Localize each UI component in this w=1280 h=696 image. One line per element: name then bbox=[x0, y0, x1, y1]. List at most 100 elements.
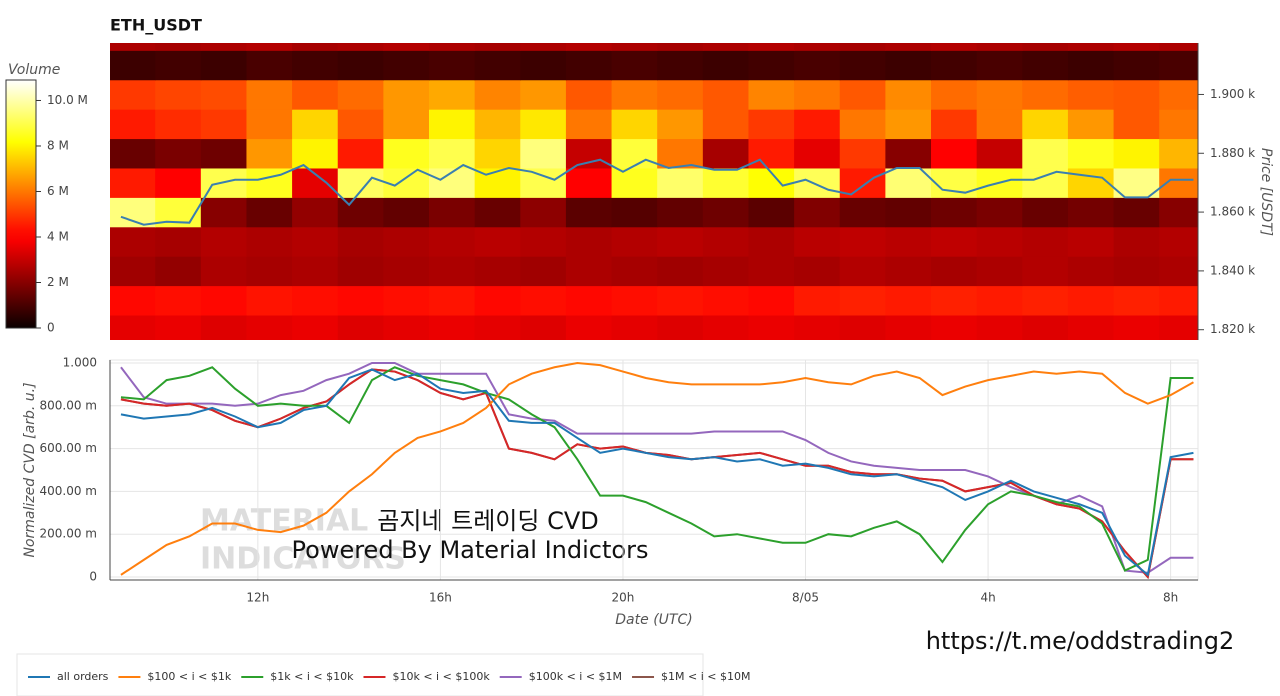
heatmap-cell bbox=[155, 50, 202, 81]
heatmap-cell bbox=[1113, 109, 1160, 140]
heatmap-cell bbox=[429, 109, 476, 140]
y-axis-title: Normalized CVD [arb. u.] bbox=[22, 382, 38, 557]
heatmap-cell bbox=[246, 197, 293, 228]
heatmap-cell bbox=[931, 256, 978, 287]
heatmap-cell bbox=[429, 197, 476, 228]
heatmap-cell bbox=[794, 197, 841, 228]
x-tick-label: 4h bbox=[980, 591, 995, 605]
heatmap-cell bbox=[474, 226, 521, 257]
colorbar-tick-label: 6 M bbox=[47, 184, 69, 198]
heatmap-cell bbox=[748, 256, 795, 287]
heatmap-cell bbox=[885, 43, 932, 51]
cvd-line bbox=[120, 361, 1194, 574]
cvd-line bbox=[120, 361, 1194, 576]
heatmap-cell bbox=[155, 285, 202, 316]
x-tick-label: 12h bbox=[246, 591, 269, 605]
heatmap-cell bbox=[748, 315, 795, 340]
heatmap-cell bbox=[383, 197, 430, 228]
heatmap-cell bbox=[1159, 256, 1198, 287]
heatmap-cell bbox=[383, 315, 430, 340]
heatmap-cell bbox=[1159, 50, 1198, 81]
heatmap-cell bbox=[702, 79, 749, 110]
y-tick-label: 200.00 m bbox=[40, 527, 98, 541]
heatmap-cell bbox=[885, 315, 932, 340]
heatmap-cell bbox=[246, 43, 293, 51]
heatmap-cell bbox=[337, 285, 384, 316]
heatmap-cell bbox=[702, 43, 749, 51]
heatmap-cell bbox=[337, 167, 384, 198]
colorbar-tick-label: 10.0 M bbox=[47, 93, 88, 107]
x-tick-label: 8h bbox=[1163, 591, 1178, 605]
heatmap-cell bbox=[885, 109, 932, 140]
heatmap-cell bbox=[702, 226, 749, 257]
heatmap-cell bbox=[748, 109, 795, 140]
watermark: INDICATORS bbox=[200, 542, 406, 577]
heatmap-cell bbox=[611, 315, 658, 340]
colorbar-title: Volume bbox=[8, 62, 60, 78]
heatmap-cell bbox=[110, 256, 156, 287]
heatmap-cell bbox=[931, 109, 978, 140]
y-tick-label: 600.00 m bbox=[40, 441, 98, 455]
heatmap-cell bbox=[520, 197, 567, 228]
cvd-line bbox=[120, 368, 1194, 580]
heatmap-cell bbox=[565, 138, 613, 169]
heatmap-cell bbox=[611, 79, 658, 110]
heatmap-cell bbox=[794, 109, 841, 140]
heatmap-cell bbox=[565, 167, 613, 198]
heatmap-cell bbox=[383, 79, 430, 110]
heatmap-cell bbox=[383, 138, 430, 169]
heatmap-cell bbox=[702, 167, 749, 198]
heatmap-cell bbox=[611, 50, 658, 81]
heatmap-cell bbox=[657, 43, 704, 51]
heatmap-cell bbox=[611, 197, 658, 228]
y-tick-label: 800.00 m bbox=[40, 398, 98, 412]
heatmap-cell bbox=[383, 226, 430, 257]
heatmap-cell bbox=[246, 256, 293, 287]
heatmap-cell bbox=[794, 256, 841, 287]
heatmap-cell bbox=[200, 50, 247, 81]
heatmap-cell bbox=[155, 167, 202, 198]
heatmap-cell bbox=[110, 79, 156, 110]
heatmap-cell bbox=[429, 285, 476, 316]
heatmap-cell bbox=[976, 138, 1023, 169]
heatmap-cell bbox=[110, 167, 156, 198]
heatmap-cell bbox=[246, 315, 293, 340]
y-tick-label: 1.860 k bbox=[1210, 205, 1255, 219]
heatmap-cell bbox=[200, 109, 247, 140]
legend-label: $1M < i < $10M bbox=[661, 670, 750, 683]
heatmap-cell bbox=[565, 226, 613, 257]
heatmap-cell bbox=[1067, 315, 1115, 340]
y-tick-label: 400.00 m bbox=[40, 484, 98, 498]
heatmap-cell bbox=[1159, 138, 1198, 169]
heatmap-cell bbox=[748, 285, 795, 316]
heatmap-cell bbox=[110, 226, 156, 257]
heatmap-cell bbox=[611, 109, 658, 140]
heatmap-cell bbox=[520, 315, 567, 340]
heatmap-cell bbox=[702, 138, 749, 169]
heatmap-cell bbox=[657, 285, 704, 316]
heatmap-cell bbox=[885, 79, 932, 110]
heatmap-cell bbox=[839, 50, 886, 81]
heatmap-cell bbox=[839, 79, 886, 110]
heatmap-cell bbox=[976, 109, 1023, 140]
heatmap-cell bbox=[383, 109, 430, 140]
heatmap-cell bbox=[337, 50, 384, 81]
heatmap-cell bbox=[1067, 138, 1115, 169]
heatmap-cell bbox=[839, 197, 886, 228]
heatmap-cell bbox=[976, 50, 1023, 81]
heatmap-cell bbox=[474, 197, 521, 228]
y-axis-title: Price [USDT] bbox=[1258, 148, 1274, 236]
heatmap-cell bbox=[383, 285, 430, 316]
heatmap-cell bbox=[246, 79, 293, 110]
legend-label: all orders bbox=[57, 670, 109, 683]
heatmap-cell bbox=[155, 79, 202, 110]
heatmap-cell bbox=[474, 43, 521, 51]
heatmap-cell bbox=[200, 285, 247, 316]
heatmap-cell bbox=[520, 79, 567, 110]
heatmap-cell bbox=[565, 50, 613, 81]
heatmap-cell bbox=[1022, 109, 1069, 140]
heatmap-cell bbox=[702, 197, 749, 228]
heatmap-cell bbox=[748, 43, 795, 51]
heatmap-cell bbox=[931, 138, 978, 169]
heatmap-cell bbox=[839, 285, 886, 316]
